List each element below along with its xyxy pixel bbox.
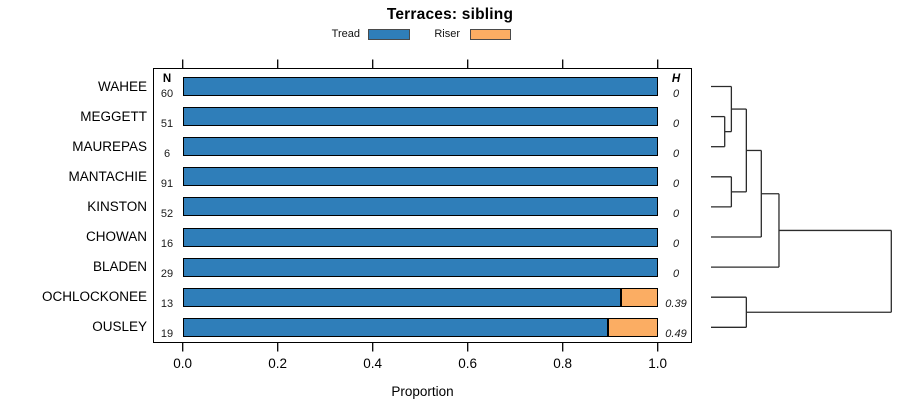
x-tick-label: 0.0 [173,356,193,371]
bar-segment-tread [182,167,658,187]
category-label: WAHEE [97,78,147,94]
h-value: 0 [672,117,680,130]
category-label: MEGGETT [80,108,147,124]
h-value: 0 [672,87,680,100]
bar-segment-tread [182,317,608,337]
plot-area-border [153,68,692,343]
bar-segment-tread [182,257,658,277]
x-tick-label: 0.2 [268,356,288,371]
category-label: KINSTON [87,198,147,214]
bar-segment-riser [607,317,658,337]
bar-segment-tread [182,137,658,157]
n-value: 16 [160,238,174,250]
n-column-header: N [162,72,172,85]
x-tick-label: 0.8 [553,356,573,371]
h-column-header: H [671,73,681,85]
n-value: 6 [163,147,171,160]
x-axis-title: Proportion [391,384,454,399]
x-tick-label: 1.0 [648,356,668,371]
n-value: 29 [160,268,174,281]
category-label: OCHLOCKONEE [41,289,147,305]
bar-segment-tread [182,77,658,96]
h-value: 0 [672,207,680,220]
bar-segment-tread [182,227,658,247]
bar-segment-tread [182,287,622,307]
h-value: 0.49 [665,328,687,341]
n-value: 91 [160,177,174,190]
n-value: 13 [160,298,174,311]
h-value: 0.39 [665,298,687,311]
category-label: OUSLEY [92,319,147,335]
n-value: 19 [160,328,174,341]
bar-segment-tread [182,107,658,127]
n-value: 51 [160,117,174,130]
h-value: 0 [672,238,680,250]
n-value: 60 [160,87,174,100]
bar-segment-riser [621,287,658,307]
chart-title: Terraces: sibling [386,6,514,23]
legend-swatch-tread [368,28,410,40]
n-value: 52 [160,207,174,220]
category-label: MAUREPAS [72,138,147,154]
legend-swatch-riser [470,28,511,40]
h-value: 0 [672,268,680,281]
x-tick-label: 0.6 [458,356,478,371]
h-value: 0 [672,177,680,190]
x-tick-label: 0.4 [363,356,383,371]
bar-segment-tread [182,197,658,217]
h-value: 0 [672,147,680,160]
category-label: CHOWAN [86,229,147,244]
category-label: BLADEN [92,259,147,275]
legend-label-tread: Tread [331,28,360,40]
category-label: MANTACHIE [68,168,147,184]
legend-label-riser: Riser [434,28,460,40]
